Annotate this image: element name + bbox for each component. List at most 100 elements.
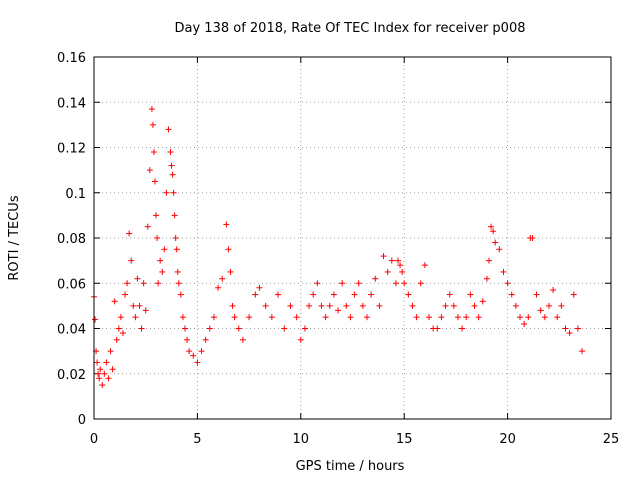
data-point [562, 325, 569, 332]
data-point [198, 348, 205, 355]
data-point [150, 149, 157, 156]
data-point [115, 325, 122, 332]
data-point [359, 302, 366, 309]
data-point [397, 262, 404, 269]
data-point [490, 228, 497, 235]
data-point [165, 126, 172, 133]
data-point [463, 314, 470, 321]
y-tick-label: 0.04 [57, 323, 86, 338]
chart-title: Day 138 of 2018, Rate Of TEC Index for r… [175, 21, 526, 36]
data-point [186, 348, 193, 355]
data-point [184, 336, 191, 343]
data-point [168, 162, 175, 169]
data-point [239, 336, 246, 343]
data-point [394, 257, 401, 264]
data-point [401, 280, 408, 287]
y-tick-label: 0.06 [57, 277, 86, 292]
data-point [297, 336, 304, 343]
data-point [496, 246, 503, 253]
data-point [95, 370, 102, 377]
data-point [154, 235, 161, 241]
data-point [117, 314, 124, 321]
data-point [177, 291, 184, 298]
data-point [343, 302, 350, 309]
data-point [173, 246, 180, 253]
data-point [231, 314, 238, 321]
data-point [171, 212, 178, 219]
data-point [138, 325, 145, 332]
data-point [223, 221, 230, 228]
data-point [275, 291, 282, 298]
data-point [152, 178, 159, 185]
data-point [126, 230, 133, 237]
data-point [330, 291, 337, 298]
data-point [554, 314, 561, 321]
data-point [368, 291, 375, 298]
y-tick-label: 0.1 [65, 187, 86, 202]
y-tick-label: 0.12 [57, 142, 86, 157]
data-point [318, 302, 325, 309]
y-tick-label: 0.02 [57, 368, 86, 383]
data-point [225, 246, 232, 253]
data-point [384, 268, 391, 275]
data-point [570, 291, 577, 298]
data-point [512, 302, 519, 309]
data-point [413, 314, 420, 321]
data-point [268, 314, 275, 321]
x-tick-label: 5 [193, 432, 201, 447]
data-point [446, 291, 453, 298]
data-point [363, 314, 370, 321]
x-tick-label: 0 [90, 432, 98, 447]
data-point [97, 366, 104, 373]
data-point [417, 280, 424, 287]
data-point [529, 235, 536, 241]
data-point [347, 314, 354, 321]
data-point [376, 302, 383, 309]
data-point [475, 314, 482, 321]
data-point [566, 330, 573, 337]
data-point [111, 298, 118, 305]
x-tick-label: 20 [499, 432, 516, 447]
data-point [101, 370, 108, 377]
data-point [281, 325, 288, 332]
data-point [229, 302, 236, 309]
data-point [130, 302, 137, 309]
data-point [174, 268, 181, 275]
data-point [483, 275, 490, 282]
data-point [107, 348, 114, 355]
y-tick-label: 0 [78, 413, 86, 428]
data-point [210, 314, 217, 321]
data-point [219, 275, 226, 282]
data-point [179, 314, 186, 321]
data-point [142, 307, 149, 314]
data-point [146, 167, 153, 174]
data-point [459, 325, 466, 332]
data-point [215, 284, 222, 291]
data-point [537, 307, 544, 314]
data-point [105, 375, 112, 382]
data-point [144, 223, 151, 230]
data-point [517, 314, 524, 321]
data-point [128, 257, 135, 264]
data-point [479, 298, 486, 305]
x-tick-label: 15 [396, 432, 413, 447]
data-point [140, 280, 147, 287]
data-point [252, 291, 259, 298]
x-tick-label: 10 [293, 432, 310, 447]
data-point [485, 257, 492, 264]
data-point [113, 336, 120, 343]
data-point [202, 336, 209, 343]
data-point [170, 189, 177, 196]
data-point [206, 325, 213, 332]
data-point [335, 307, 342, 314]
data-point [175, 280, 182, 287]
data-point [161, 246, 168, 253]
data-point [525, 314, 532, 321]
data-point [550, 287, 557, 294]
data-point [190, 352, 197, 359]
data-point [558, 302, 565, 309]
data-point [103, 359, 110, 366]
data-point [405, 291, 412, 298]
data-point [149, 121, 156, 128]
